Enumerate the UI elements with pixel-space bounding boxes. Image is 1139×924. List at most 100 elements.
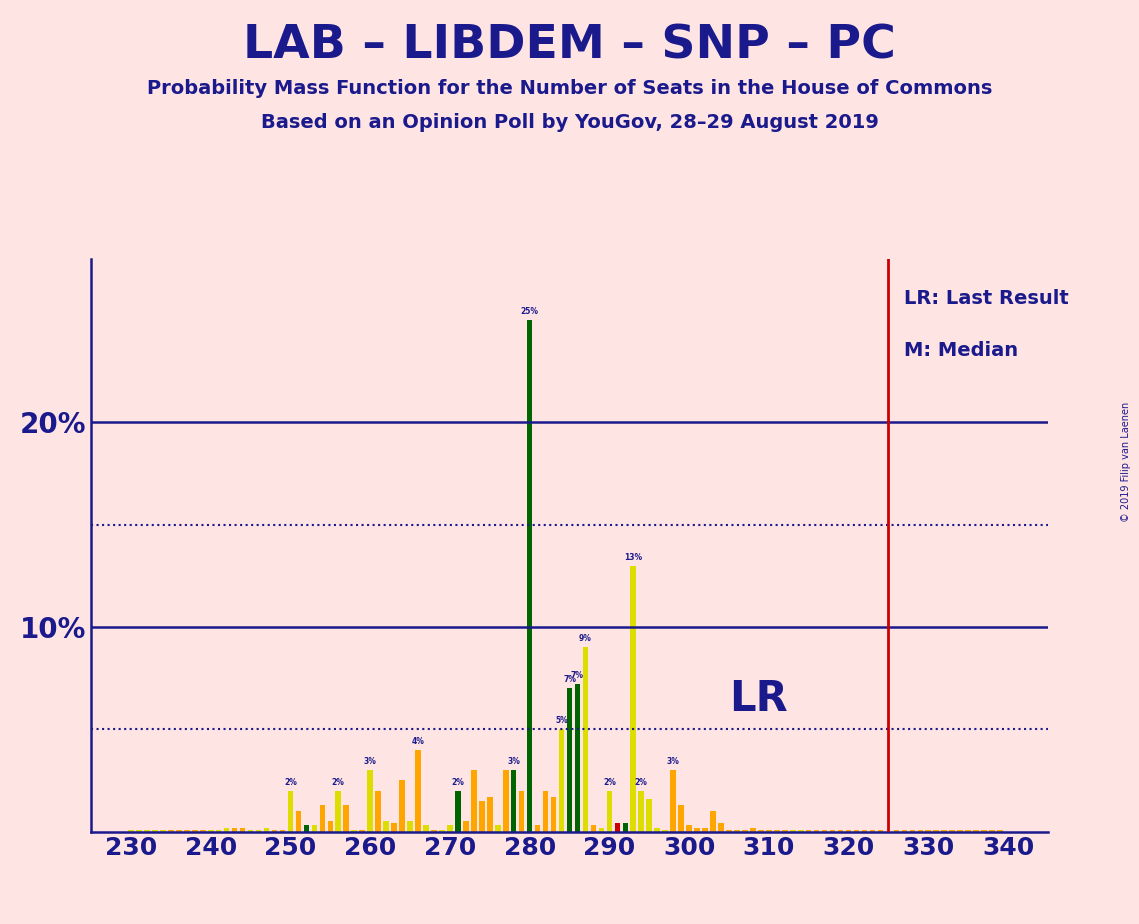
Text: 2%: 2% [634,778,648,786]
Bar [527,320,532,832]
Bar [232,828,237,832]
Bar [137,830,141,832]
Bar [806,830,811,832]
Bar [870,830,875,832]
Bar [974,830,978,832]
Bar [304,825,309,832]
Bar [934,830,939,832]
Bar [958,830,962,832]
Bar [735,830,739,832]
Bar [129,830,133,832]
Bar [240,828,245,832]
Bar [288,791,293,832]
Bar [519,791,524,832]
Bar [599,828,604,832]
Bar [567,688,572,832]
Bar [966,830,970,832]
Bar [169,830,173,832]
Bar [575,685,580,832]
Text: 13%: 13% [624,553,642,562]
Bar [942,830,947,832]
Bar [814,830,819,832]
Bar [416,749,420,832]
Bar [727,830,731,832]
Text: 25%: 25% [521,307,539,316]
Bar [679,805,683,832]
Bar [392,823,396,832]
Bar [647,799,652,832]
Bar [216,830,221,832]
Bar [296,811,301,832]
Bar [902,830,907,832]
Bar [344,805,349,832]
Bar [631,565,636,832]
Bar [703,828,707,832]
Bar [320,805,325,832]
Bar [328,821,333,832]
Bar [846,830,851,832]
Bar [950,830,954,832]
Bar [384,821,388,832]
Bar [751,828,755,832]
Bar [177,830,181,832]
Bar [639,791,644,832]
Bar [543,791,548,832]
Bar [487,796,492,832]
Text: © 2019 Filip van Laenen: © 2019 Filip van Laenen [1121,402,1131,522]
Bar [256,830,261,832]
Bar [559,729,564,832]
Bar [400,781,404,832]
Bar [200,830,205,832]
Bar [663,830,667,832]
Bar [998,830,1002,832]
Text: 2%: 2% [603,778,616,786]
Bar [711,811,715,832]
Bar [719,823,723,832]
Bar [926,830,931,832]
Bar [336,791,341,832]
Text: 5%: 5% [555,716,568,725]
Text: Based on an Opinion Poll by YouGov, 28–29 August 2019: Based on an Opinion Poll by YouGov, 28–2… [261,113,878,132]
Bar [424,825,428,832]
Text: 4%: 4% [411,736,425,746]
Text: 2%: 2% [331,778,345,786]
Bar [798,830,803,832]
Text: 3%: 3% [363,757,377,766]
Bar [352,830,357,832]
Bar [264,828,269,832]
Bar [480,801,484,832]
Bar [990,830,994,832]
Bar [535,825,540,832]
Bar [982,830,986,832]
Bar [687,825,691,832]
Bar [918,830,923,832]
Bar [472,771,476,832]
Text: LR: Last Result: LR: Last Result [904,289,1070,309]
Text: 3%: 3% [666,757,680,766]
Bar [368,771,372,832]
Bar [591,825,596,832]
Bar [830,830,835,832]
Bar [511,771,516,832]
Bar [192,830,197,832]
Bar [248,830,253,832]
Bar [153,830,157,832]
Text: Probability Mass Function for the Number of Seats in the House of Commons: Probability Mass Function for the Number… [147,79,992,98]
Bar [894,830,899,832]
Bar [838,830,843,832]
Bar [910,830,915,832]
Text: M: Median: M: Median [904,341,1018,359]
Bar [822,830,827,832]
Bar [272,830,277,832]
Bar [615,823,620,832]
Bar [767,830,771,832]
Bar [432,830,436,832]
Bar [862,830,867,832]
Bar [448,825,452,832]
Text: 7%: 7% [563,675,576,685]
Bar [440,830,444,832]
Bar [312,825,317,832]
Bar [376,791,380,832]
Bar [878,830,883,832]
Text: 2%: 2% [284,778,297,786]
